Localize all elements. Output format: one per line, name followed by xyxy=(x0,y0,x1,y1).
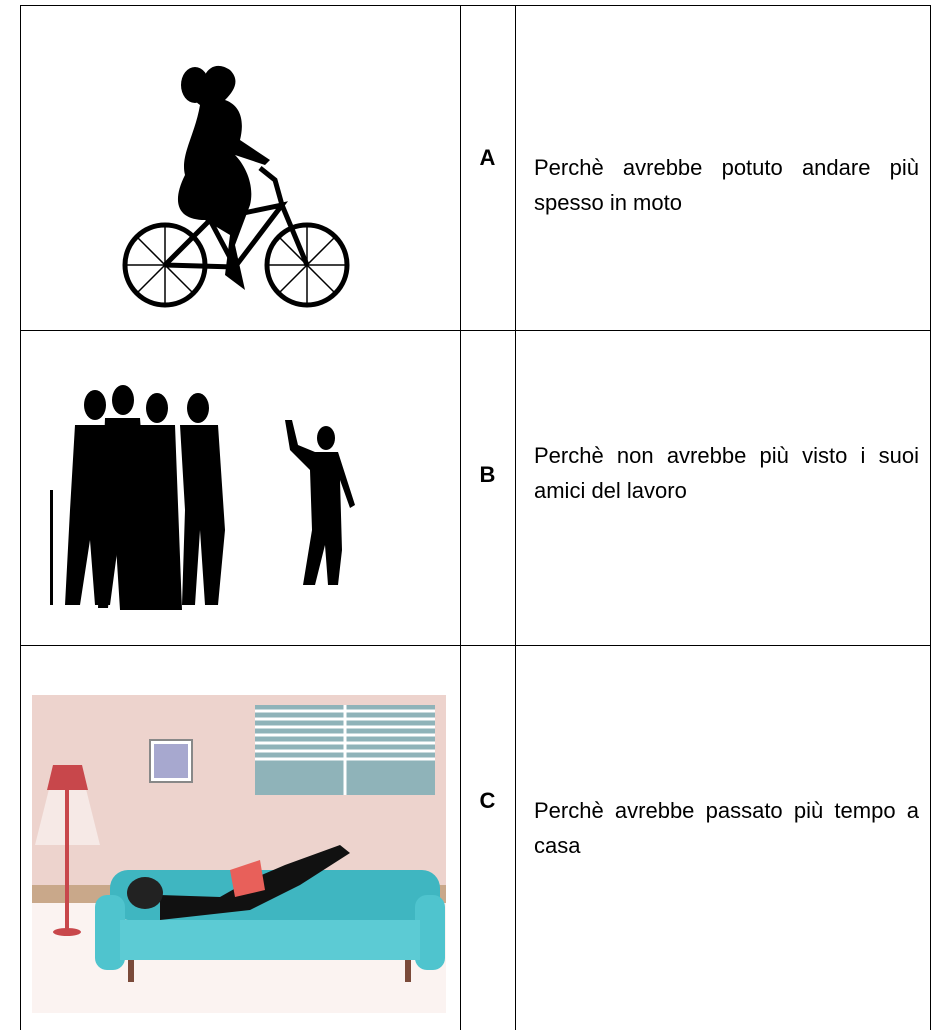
table-row: B Perchè non avrebbe più visto i suoi am… xyxy=(20,330,930,645)
row-text: Perchè non avrebbe più visto i suoi amic… xyxy=(534,443,919,503)
border xyxy=(20,5,21,1030)
border xyxy=(20,330,931,331)
table-row: C Perchè avrebbe passato più tempo a cas… xyxy=(20,645,930,1030)
row-label: B xyxy=(479,462,496,487)
room-image xyxy=(32,695,446,1013)
row-text: Perchè avrebbe potuto andare più spesso … xyxy=(534,155,919,215)
people-image xyxy=(50,385,355,610)
cyclist-image xyxy=(122,65,350,308)
border xyxy=(20,5,931,6)
border xyxy=(20,645,931,646)
border xyxy=(930,5,931,1030)
row-text: Perchè avrebbe passato più tempo a casa xyxy=(534,798,919,858)
row-label: C xyxy=(479,788,496,813)
table-row: A Perchè avrebbe potuto andare più spess… xyxy=(20,5,930,330)
border xyxy=(460,5,461,1030)
border xyxy=(515,5,516,1030)
row-label: A xyxy=(479,145,496,170)
